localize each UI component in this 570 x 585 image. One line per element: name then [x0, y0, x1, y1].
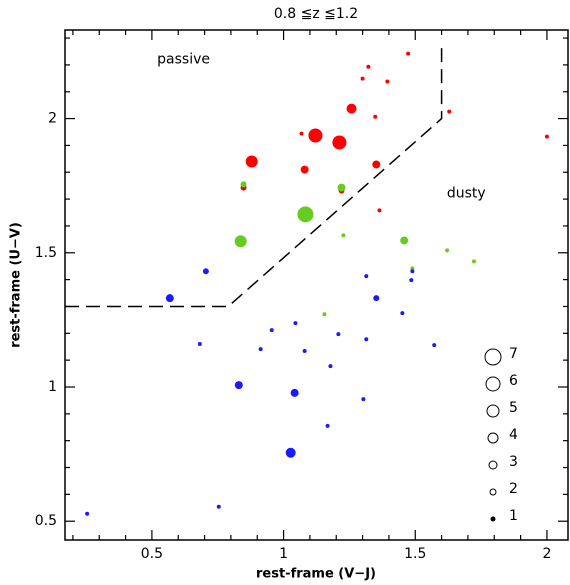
point [432, 343, 437, 348]
plot-frame [64, 29, 569, 541]
size-legend-marker [490, 516, 496, 522]
size-legend-marker [488, 460, 498, 470]
annotation: passive [157, 52, 210, 68]
point [328, 364, 333, 369]
point [445, 248, 450, 253]
size-legend-label: 3 [509, 454, 518, 470]
point [364, 274, 369, 279]
point [372, 160, 381, 169]
point [234, 381, 243, 390]
point [300, 165, 309, 174]
x-tick-label: 1.5 [404, 546, 426, 562]
point [216, 504, 221, 509]
selection-boundary [65, 46, 443, 308]
size-legend-marker [486, 404, 500, 418]
point [410, 266, 415, 271]
point [269, 328, 274, 333]
point [364, 337, 369, 342]
point [400, 236, 409, 245]
x-tick-label: 1 [279, 546, 288, 562]
x-axis-label: rest-frame (V−J) [256, 567, 376, 582]
point [285, 447, 296, 458]
point [299, 131, 304, 136]
point [302, 349, 307, 354]
point [447, 109, 452, 114]
point [245, 155, 258, 168]
point [234, 235, 247, 248]
size-legend-marker [484, 348, 502, 366]
size-legend-label: 2 [509, 481, 518, 497]
point [202, 268, 209, 275]
point [293, 321, 298, 326]
y-tick-label: 2 [48, 111, 57, 127]
point [471, 259, 476, 264]
point [165, 294, 174, 303]
point [544, 134, 549, 139]
point [360, 76, 365, 81]
y-tick-label: 1 [48, 379, 57, 395]
point [308, 128, 323, 143]
x-tick-label: 2 [542, 546, 551, 562]
point [297, 206, 314, 223]
point [385, 79, 390, 84]
point [346, 103, 357, 114]
point [409, 278, 414, 283]
point [332, 135, 347, 150]
point [366, 64, 371, 69]
size-legend-label: 6 [509, 373, 518, 389]
size-legend-marker [487, 432, 499, 444]
y-axis-label: rest-frame (U−V) [9, 222, 24, 348]
point [197, 342, 202, 347]
y-tick-label: 1.5 [35, 245, 57, 261]
annotation: dusty [447, 186, 486, 202]
point [325, 423, 330, 428]
point [373, 295, 380, 302]
point [341, 233, 346, 238]
point [290, 388, 299, 397]
point [240, 181, 247, 188]
point [322, 312, 327, 317]
point [377, 208, 382, 213]
point [400, 311, 405, 316]
size-legend-label: 5 [509, 400, 518, 416]
size-legend-marker [485, 376, 501, 392]
point [258, 347, 263, 352]
point [361, 397, 366, 402]
point [373, 114, 378, 119]
y-tick-label: 0.5 [35, 513, 57, 529]
size-legend-label: 7 [509, 346, 518, 362]
size-legend-marker [489, 488, 497, 496]
point [336, 332, 341, 337]
x-tick-label: 0.5 [141, 546, 163, 562]
point [85, 511, 90, 516]
point [410, 269, 415, 274]
point [337, 183, 346, 192]
size-legend-label: 4 [509, 427, 518, 443]
point [406, 51, 411, 56]
chart-title: 0.8 ≦z ≦1.2 [274, 6, 358, 22]
size-legend-label: 1 [509, 508, 518, 524]
